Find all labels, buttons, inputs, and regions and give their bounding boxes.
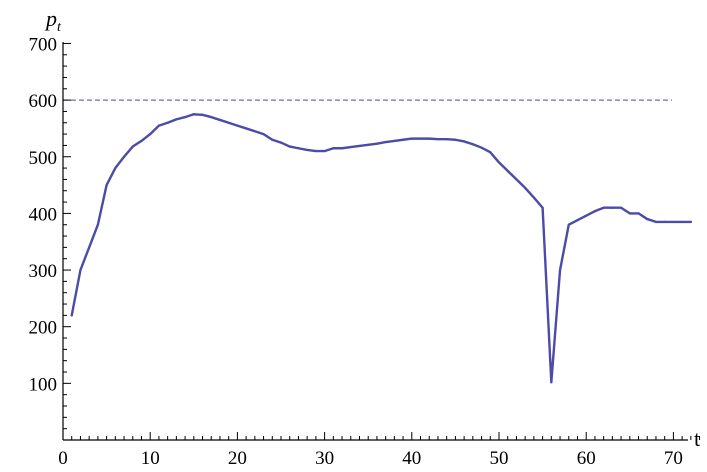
x-tick-label: 40 xyxy=(402,448,421,469)
x-tick-label: 20 xyxy=(228,448,247,469)
data-point xyxy=(393,139,396,142)
x-tick-label: 70 xyxy=(664,448,683,469)
data-point xyxy=(681,220,684,223)
data-point xyxy=(401,138,405,141)
data-point xyxy=(201,113,204,116)
data-point xyxy=(323,149,326,153)
data-point xyxy=(279,141,283,144)
y-tick-label: 500 xyxy=(29,148,58,169)
series-layer xyxy=(70,113,693,384)
data-point xyxy=(175,118,178,121)
data-point xyxy=(96,223,99,226)
x-axis-label: t xyxy=(694,426,700,451)
data-point xyxy=(489,151,492,154)
data-point xyxy=(183,115,187,119)
data-point xyxy=(419,137,422,140)
data-point xyxy=(166,121,169,124)
data-point xyxy=(349,146,352,149)
data-point xyxy=(306,148,309,152)
data-point xyxy=(131,145,134,148)
data-point xyxy=(149,132,152,136)
data-point xyxy=(227,121,230,124)
data-point xyxy=(358,144,361,148)
data-point xyxy=(654,220,658,223)
data-point xyxy=(445,138,448,141)
data-point xyxy=(375,142,379,145)
data-point xyxy=(262,132,265,136)
data-point xyxy=(253,130,256,133)
data-point xyxy=(541,206,544,209)
axis-layer xyxy=(62,42,701,441)
x-tick-label: 50 xyxy=(490,448,509,469)
data-point xyxy=(367,143,370,146)
data-point xyxy=(314,149,317,153)
data-point xyxy=(436,138,440,141)
data-point xyxy=(384,140,387,144)
x-tick-label: 30 xyxy=(315,448,334,469)
data-point xyxy=(646,217,649,221)
data-point xyxy=(410,137,413,140)
data-point xyxy=(340,147,344,150)
data-point xyxy=(218,118,222,122)
data-point xyxy=(140,139,143,142)
data-point xyxy=(602,206,605,209)
data-point xyxy=(689,220,692,223)
y-axis-label: pt xyxy=(44,6,62,35)
data-point xyxy=(245,127,248,130)
data-point xyxy=(79,268,82,272)
data-point xyxy=(122,155,126,158)
data-point xyxy=(454,138,457,141)
data-point xyxy=(637,212,640,215)
data-point xyxy=(515,178,518,181)
data-point xyxy=(297,147,300,150)
data-point xyxy=(585,214,588,217)
data-point xyxy=(70,314,73,317)
y-tick-label: 300 xyxy=(29,261,58,282)
y-tick-label: 600 xyxy=(29,91,58,112)
y-tick-label: 200 xyxy=(29,318,58,339)
data-point xyxy=(576,219,579,222)
data-point xyxy=(524,186,527,190)
data-point xyxy=(271,138,274,141)
data-point xyxy=(210,115,213,119)
series-line-0 xyxy=(70,113,693,384)
x-tick-label: 0 xyxy=(58,448,68,469)
y-tick-label: 100 xyxy=(29,374,58,395)
data-point xyxy=(663,220,666,223)
data-point xyxy=(428,137,431,140)
data-point xyxy=(567,223,570,226)
data-point xyxy=(532,196,535,199)
data-point xyxy=(558,268,562,272)
data-point xyxy=(497,161,501,164)
data-point xyxy=(611,206,614,209)
data-point xyxy=(114,166,117,170)
y-tick-label: 400 xyxy=(29,204,58,225)
data-point xyxy=(480,146,483,149)
data-point xyxy=(593,210,597,213)
data-point xyxy=(471,143,474,146)
data-point xyxy=(463,140,466,143)
x-tick-label: 60 xyxy=(577,448,596,469)
data-point xyxy=(506,169,509,173)
data-point xyxy=(105,183,108,187)
data-point xyxy=(672,220,675,223)
data-point xyxy=(157,124,161,127)
data-point xyxy=(550,381,553,384)
data-point xyxy=(192,113,195,116)
data-point xyxy=(88,246,91,249)
data-point xyxy=(288,145,291,148)
data-point xyxy=(332,147,335,150)
data-point xyxy=(619,206,623,209)
x-tick-label: 10 xyxy=(141,448,160,469)
y-tick-label: 700 xyxy=(29,34,58,55)
data-point xyxy=(628,212,631,215)
data-point xyxy=(236,124,239,127)
y-axis-label-subscript: t xyxy=(57,20,62,35)
